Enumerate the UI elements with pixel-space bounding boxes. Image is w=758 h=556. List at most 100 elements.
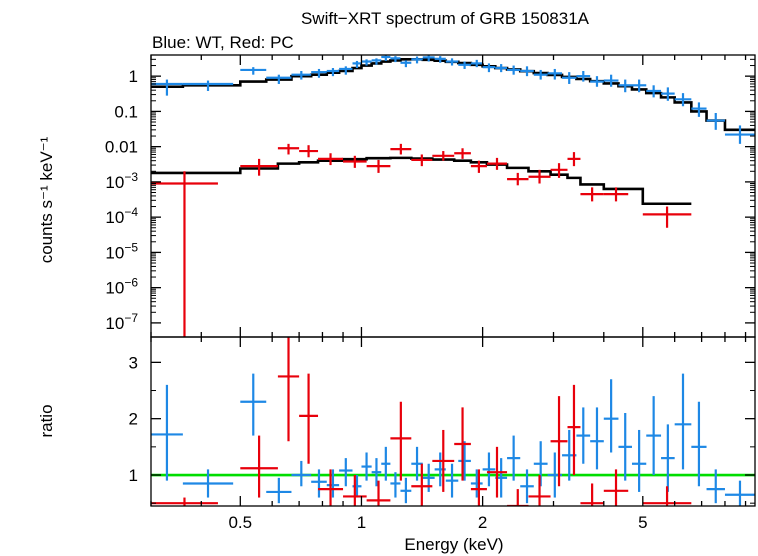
x-tick-label: 0.5: [228, 513, 252, 532]
wt-ratio-point: [326, 469, 340, 498]
top-y-tick-label: 10−3: [105, 170, 138, 192]
wt-data-point: [724, 125, 755, 144]
pc-data-point: [390, 143, 412, 155]
wt-ratio-point: [470, 469, 483, 498]
pc-data-point: [432, 151, 455, 161]
wt-data-point: [495, 64, 508, 73]
wt-data-point: [411, 56, 423, 64]
pc-ratio-point: [432, 429, 455, 492]
wt-data-point: [352, 60, 362, 69]
wt-data-point: [434, 56, 446, 63]
wt-data-point: [182, 80, 234, 91]
pc-ratio-point: [318, 469, 344, 506]
pc-ratio-point: [277, 337, 300, 442]
wt-data-point: [706, 113, 725, 130]
top-y-tick-label: 0.01: [105, 138, 138, 157]
wt-data-point: [326, 68, 340, 77]
axes-ticks: 0.5 1 2 5 1 0.1 0.01 10−3 10−4 10−5 10−6 10−7 1 2 3: [105, 55, 755, 532]
pc-ratio-point: [151, 497, 218, 506]
x-tick-label: 2: [478, 513, 487, 532]
wt-ratio-point: [507, 435, 521, 481]
wt-ratio-point: [520, 469, 534, 504]
wt-ratio-point: [482, 452, 496, 487]
wt-data-point: [576, 70, 591, 82]
wt-data-point: [562, 72, 577, 84]
wt-ratio-point: [182, 469, 234, 498]
wt-ratio-point: [400, 477, 412, 504]
wt-ratio-point: [706, 469, 725, 504]
wt-data-point: [151, 79, 183, 96]
wt-ratio-point: [661, 424, 675, 492]
wt-ratio-point: [674, 373, 692, 470]
wt-data-point: [618, 79, 632, 93]
pc-data-point: [411, 154, 433, 167]
pc-ratio-point: [642, 486, 692, 506]
wt-data-point: [266, 74, 292, 84]
wt-data-point: [400, 60, 412, 68]
pc-data-point: [567, 152, 581, 167]
wt-data-point: [674, 93, 692, 107]
wt-ratio-point: [458, 441, 471, 481]
wt-ratio-point: [576, 407, 591, 464]
wt-data-point: [371, 58, 382, 65]
top-y-tick-label: 10−5: [105, 240, 138, 262]
pc-model-line: [151, 156, 692, 206]
pc-ratio-point: [240, 435, 278, 498]
top-y-tick-label: 10−4: [105, 205, 138, 227]
pc-data-point: [299, 145, 319, 158]
wt-data-point: [646, 85, 662, 98]
pc-data-point: [550, 163, 568, 178]
pc-data-point: [486, 157, 508, 170]
bottom-y-axis-label: ratio: [37, 404, 56, 437]
wt-ratio-point: [603, 379, 619, 453]
wt-ratio-point: [390, 472, 401, 498]
pc-ratio-point: [580, 483, 604, 506]
top-y-tick-label: 10−6: [105, 276, 138, 298]
pc-ratio-point: [366, 480, 391, 506]
wt-data-point: [631, 79, 647, 93]
x-axis-label: Energy (keV): [404, 535, 503, 554]
pc-data-point: [507, 172, 529, 186]
top-y-tick-label: 1: [129, 67, 138, 86]
wt-ratio-point: [533, 441, 548, 487]
pc-ratio-point: [567, 384, 581, 476]
wt-ratio-point: [422, 463, 435, 492]
wt-ratio-point: [371, 458, 382, 487]
pc-ratio-point: [603, 469, 629, 506]
pc-ratio-point: [470, 469, 487, 506]
wt-ratio-point: [381, 446, 391, 481]
wt-data-point: [603, 74, 619, 87]
wt-ratio-point: [445, 463, 459, 498]
ratio-plot-area: [151, 337, 755, 506]
wt-data-point: [482, 63, 496, 73]
top-y-tick-label: 0.1: [114, 102, 138, 121]
pc-ratio-point: [486, 446, 508, 498]
wt-data-point: [590, 76, 604, 87]
wt-ratio-point: [646, 396, 662, 476]
wt-data-point: [381, 55, 391, 61]
wt-ratio-point: [311, 469, 327, 498]
wt-data-point: [422, 55, 435, 62]
pc-ratio-point: [411, 463, 433, 506]
pc-ratio-point: [299, 373, 319, 464]
wt-data-point: [445, 58, 459, 66]
wt-data-point: [470, 59, 483, 68]
pc-ratio-point: [343, 475, 367, 506]
pc-ratio-point: [507, 489, 529, 506]
wt-data-point: [361, 59, 372, 66]
pc-data-point: [151, 171, 218, 337]
wt-data-point: [520, 66, 534, 77]
wt-data-point: [547, 68, 563, 80]
wt-data-point: [661, 87, 675, 101]
bottom-panel-frame: [150, 336, 756, 507]
pc-data-point: [603, 187, 629, 202]
pc-ratio-point: [550, 396, 568, 487]
chart-title: Swift−XRT spectrum of GRB 150831A: [301, 9, 590, 28]
wt-ratio-point: [590, 407, 604, 470]
bottom-y-tick-label: 3: [129, 353, 138, 372]
wt-ratio-point: [266, 477, 292, 504]
wt-ratio-point: [339, 458, 353, 487]
wt-ratio-point: [724, 480, 755, 506]
spectrum-plot-area: [151, 55, 755, 337]
